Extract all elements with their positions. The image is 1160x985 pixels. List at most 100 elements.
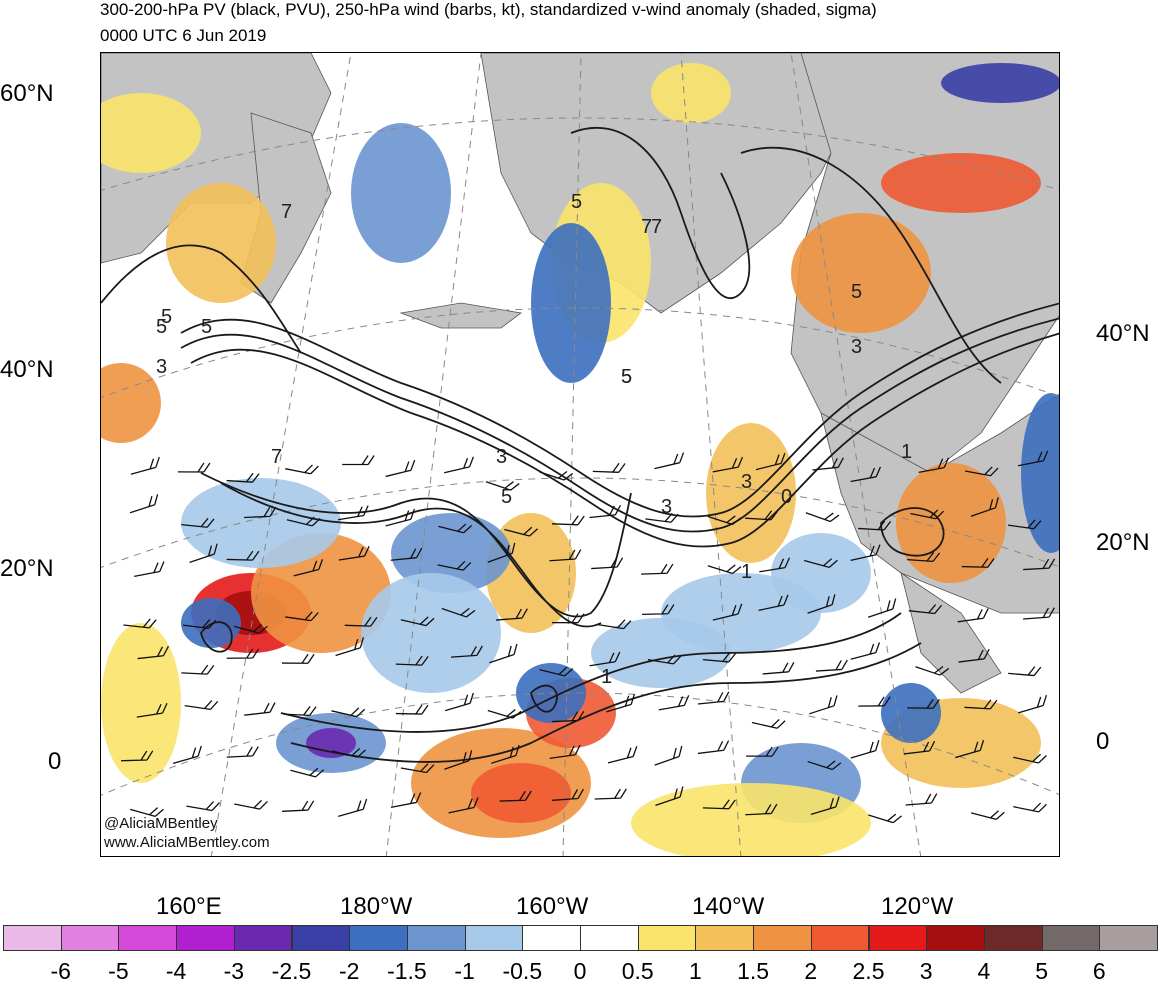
pv-contour — [101, 244, 302, 354]
colorbar-swatch — [1041, 925, 1101, 951]
pv-contour-label: 5 — [571, 191, 582, 213]
wind-barb — [285, 464, 319, 475]
lat-line-60N — [101, 117, 1059, 192]
colorbar-swatch — [522, 925, 581, 951]
valid-time: 0000 UTC 6 Jun 2019 — [100, 26, 267, 45]
anomaly-region — [361, 573, 501, 693]
wind-barb — [181, 664, 215, 675]
colorbar-tick-label: 2.5 — [852, 958, 885, 984]
anomaly-region — [166, 183, 276, 303]
wind-barb — [226, 746, 259, 758]
pv-contour — [180, 302, 1059, 518]
wind-barb — [184, 700, 219, 711]
wind-barb — [807, 594, 836, 614]
wind-barb — [642, 604, 675, 616]
wind-barb — [850, 544, 881, 562]
lat-line-40N — [101, 307, 1059, 399]
pv-contour — [200, 472, 632, 618]
wind-barb — [970, 810, 1005, 821]
colorbar-tick-label: -5 — [108, 958, 129, 984]
pv-contour-label: 5 — [621, 366, 632, 388]
wind-barb — [1013, 802, 1047, 813]
wind-barb — [234, 799, 268, 810]
colorbar-tick-label: -1.5 — [387, 958, 427, 984]
lon-line-180W — [385, 53, 482, 856]
wind-barb — [607, 746, 638, 764]
anomaly-region — [881, 153, 1041, 213]
wind-barb — [707, 515, 742, 526]
wind-barb — [697, 740, 730, 755]
wind-barb — [504, 526, 539, 537]
wind-barb — [552, 711, 585, 723]
pv-contour-label: 1 — [601, 666, 612, 688]
pv-contour-label: 7 — [271, 446, 282, 468]
wind-barb — [594, 788, 627, 800]
pv-contour-label: 5 — [851, 281, 862, 303]
wind-barb — [961, 557, 995, 568]
colorbar-swatch — [464, 925, 524, 951]
wind-barb — [812, 457, 844, 471]
wind-barb — [647, 654, 682, 665]
mexico-land — [900, 572, 1002, 694]
anomaly-shading — [101, 63, 1059, 856]
wind-barb — [186, 801, 220, 812]
wind-barb — [758, 594, 789, 612]
wind-barb — [496, 608, 528, 621]
wind-barb — [335, 637, 365, 657]
map-title: 300-200-hPa PV (black, PVU), 250-hPa win… — [100, 0, 877, 19]
wind-barb — [344, 616, 378, 627]
pv-contour — [190, 332, 1059, 548]
anomaly-region — [706, 423, 796, 563]
wind-barb — [172, 745, 202, 765]
lon-line-140W — [680, 53, 742, 856]
wind-barb — [858, 520, 892, 531]
colorbar — [3, 925, 1158, 953]
wind-barb — [450, 645, 483, 658]
wind-barb — [136, 703, 168, 718]
wind-barb — [655, 786, 684, 807]
colorbar-swatch — [60, 925, 120, 951]
pv-contour — [880, 507, 945, 557]
wind-barb — [485, 481, 520, 491]
wind-barb — [438, 523, 473, 534]
colorbar-tick-label: -1 — [454, 958, 475, 984]
wind-barb — [338, 545, 370, 561]
wind-barb — [290, 767, 325, 778]
colorbar-tick-label: 6 — [1092, 958, 1106, 984]
colorbar-tick-label: -4 — [165, 958, 187, 984]
wind-barb — [907, 552, 941, 563]
wind-barb — [445, 692, 474, 712]
wind-barb — [395, 655, 429, 666]
wind-barb — [189, 543, 218, 563]
wind-barb — [539, 666, 574, 677]
lon-label-140W: 140°W — [692, 893, 765, 920]
pv-contour-label: 7 — [641, 216, 652, 238]
wind-barbs — [120, 450, 1056, 824]
anomaly-region — [306, 728, 356, 758]
pv-contours — [101, 127, 1059, 763]
wind-barb — [285, 611, 319, 622]
anomaly-region — [771, 533, 871, 613]
wind-barb — [745, 803, 778, 816]
wind-barb — [810, 796, 840, 815]
wind-barb — [850, 466, 882, 483]
wind-barb — [226, 472, 260, 483]
wind-barb — [338, 798, 368, 817]
wind-barb — [809, 695, 838, 715]
pv-contour — [530, 684, 558, 713]
colorbar-tick-label: -2 — [338, 958, 360, 984]
wind-barb — [641, 563, 674, 575]
colorbar-swatch — [580, 925, 639, 951]
wind-barb — [712, 456, 744, 473]
wind-barb — [1007, 519, 1042, 530]
anomaly-region — [791, 213, 931, 333]
wind-barb — [487, 708, 522, 719]
wind-barb — [868, 813, 902, 824]
wind-barb — [746, 746, 779, 757]
wind-barb — [907, 698, 940, 709]
wind-barb — [850, 642, 881, 660]
lon-label-180W: 180°W — [340, 893, 413, 920]
wind-barb — [970, 497, 999, 517]
anomaly-region — [531, 223, 611, 383]
